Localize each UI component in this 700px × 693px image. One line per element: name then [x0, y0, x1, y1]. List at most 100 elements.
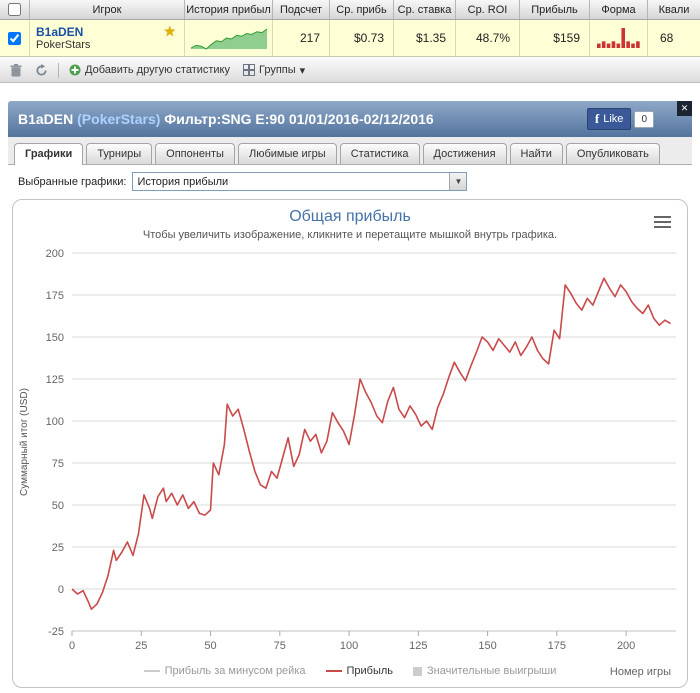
chart-selector-label: Выбранные графики:	[18, 175, 127, 188]
refresh-button[interactable]	[32, 62, 51, 79]
sparkline-chart-icon	[190, 28, 267, 50]
trash-icon	[10, 63, 22, 76]
col-profit[interactable]: Прибыль	[520, 0, 590, 19]
row-checkbox[interactable]	[8, 31, 21, 45]
col-profit-history[interactable]: История прибыл	[185, 0, 273, 19]
stats-table-header: Игрок История прибыл Подсчет Ср. прибь С…	[0, 0, 700, 20]
avg-profit-value: $0.73	[330, 20, 394, 56]
chart-select-value: История прибыли	[137, 175, 229, 188]
chart-subtitle: Чтобы увеличить изображение, кликните и …	[142, 229, 558, 241]
panel-header: B1aDEN (PokerStars) Фильтр:SNG E:90 01/0…	[8, 101, 692, 137]
player-site: PokerStars	[36, 39, 91, 51]
chart-legend: Прибыль за минусом рейка Прибыль Значитель…	[13, 661, 687, 681]
svg-text:25: 25	[52, 542, 64, 554]
groups-label: Группы	[259, 64, 296, 76]
facebook-like-button[interactable]: f Like	[586, 108, 632, 130]
stats-table: Игрок История прибыл Подсчет Ср. прибь С…	[0, 0, 700, 83]
toolbar-separator	[58, 62, 59, 78]
profit-chart-svg[interactable]: -25 0 25 50 75 100 125 150 175 200 0 25 50 75 100 125 15…	[14, 243, 686, 661]
legend-item-2[interactable]: Значительные выигрыши	[413, 665, 556, 677]
legend-marker-icon	[413, 666, 423, 676]
svg-text:25: 25	[135, 640, 147, 652]
avg-stake-value: $1.35	[394, 20, 456, 56]
header-checkbox-cell	[0, 0, 30, 19]
select-all-checkbox[interactable]	[8, 3, 21, 16]
svg-text:50: 50	[52, 500, 64, 512]
table-row[interactable]: B1aDEN PokerStars ★ 217 $0.73 $1.35 48.7…	[0, 20, 700, 57]
svg-text:150: 150	[46, 332, 64, 344]
col-quali[interactable]: Квали	[658, 3, 690, 16]
svg-text:175: 175	[46, 290, 64, 302]
tab-statistics[interactable]: Статистика	[339, 143, 420, 164]
svg-text:200: 200	[46, 248, 64, 260]
legend-marker-icon	[143, 670, 160, 672]
profit-value: $159	[520, 20, 590, 56]
like-count: 0	[634, 110, 654, 128]
trophy-icon: ★	[163, 23, 176, 39]
avg-roi-value: 48.7%	[456, 20, 520, 56]
tab-charts[interactable]: Графики	[14, 143, 84, 165]
col-avg-stake[interactable]: Ср. ставка	[394, 0, 456, 19]
count-value: 217	[273, 20, 330, 56]
panel-site-name: (PokerStars)	[77, 111, 161, 127]
tab-favorite-games[interactable]: Любимые игры	[237, 143, 337, 164]
svg-text:-25: -25	[48, 626, 64, 638]
tab-find[interactable]: Найти	[509, 143, 563, 164]
svg-text:0: 0	[69, 640, 75, 652]
player-name[interactable]: B1aDEN	[36, 25, 84, 39]
like-label: Like	[603, 113, 624, 125]
panel-player-name: B1aDEN	[18, 111, 74, 127]
chart-title: Общая прибыль	[289, 208, 411, 225]
refresh-icon	[36, 63, 47, 76]
col-avg-roi[interactable]: Ср. ROI	[456, 0, 520, 19]
caret-down-icon: ▾	[299, 64, 306, 77]
chart-panel: Общая прибыль Чтобы увеличить изображени…	[12, 199, 688, 688]
spacer	[0, 83, 700, 101]
chevron-down-icon: ▼	[449, 173, 467, 190]
tab-achievements[interactable]: Достижения	[422, 143, 507, 164]
legend-marker-icon	[325, 670, 342, 672]
form-cell	[590, 20, 648, 56]
legend-label: Прибыль	[346, 665, 394, 677]
add-statistic-label: Добавить другую статистику	[85, 64, 230, 76]
add-statistic-button[interactable]: Добавить другую статистику	[66, 62, 233, 78]
tab-tournaments[interactable]: Турниры	[86, 143, 153, 164]
groups-button[interactable]: Группы ▾	[240, 62, 308, 79]
col-avg-profit[interactable]: Ср. прибь	[330, 0, 394, 19]
x-axis-label: Номер игры	[609, 666, 671, 678]
quali-value: 68	[660, 31, 674, 45]
close-icon[interactable]: ✕	[677, 101, 692, 116]
svg-text:200: 200	[617, 640, 635, 652]
svg-text:100: 100	[340, 640, 358, 652]
tab-opponents[interactable]: Оппоненты	[155, 143, 235, 164]
svg-text:125: 125	[46, 374, 64, 386]
tab-publish[interactable]: Опубликовать	[565, 143, 660, 164]
legend-item-0[interactable]: Прибыль за минусом рейка	[143, 665, 306, 677]
svg-text:175: 175	[548, 640, 566, 652]
legend-item-1[interactable]: Прибыль	[325, 665, 394, 677]
player-panel: B1aDEN (PokerStars) Фильтр:SNG E:90 01/0…	[8, 101, 692, 688]
player-cell[interactable]: B1aDEN PokerStars ★	[30, 20, 185, 56]
form-bars-icon	[596, 28, 640, 48]
panel-title: B1aDEN (PokerStars) Фильтр:SNG E:90 01/0…	[18, 111, 434, 127]
svg-text:100: 100	[46, 416, 64, 428]
col-count[interactable]: Подсчет	[273, 0, 330, 19]
delete-button[interactable]	[7, 62, 25, 79]
groups-grid-icon	[243, 64, 255, 76]
facebook-like-widget: f Like 0	[586, 108, 654, 130]
toolbar: Добавить другую статистику Группы ▾	[0, 57, 700, 82]
profit-history-sparkline	[185, 20, 273, 56]
add-icon	[69, 64, 81, 76]
legend-label: Прибыль за минусом рейка	[164, 665, 306, 677]
svg-text:75: 75	[52, 458, 64, 470]
svg-text:50: 50	[204, 640, 216, 652]
svg-text:125: 125	[409, 640, 427, 652]
col-player[interactable]: Игрок	[30, 0, 185, 19]
col-form[interactable]: Форма	[590, 0, 648, 19]
facebook-icon: f	[594, 111, 600, 126]
tab-bar: Графики Турниры Оппоненты Любимые игры С…	[8, 137, 692, 165]
svg-text:Суммарный итог (USD): Суммарный итог (USD)	[19, 388, 30, 496]
svg-text:75: 75	[274, 640, 286, 652]
chart-menu-icon[interactable]	[654, 213, 671, 231]
chart-select[interactable]: История прибыли ▼	[132, 172, 468, 191]
